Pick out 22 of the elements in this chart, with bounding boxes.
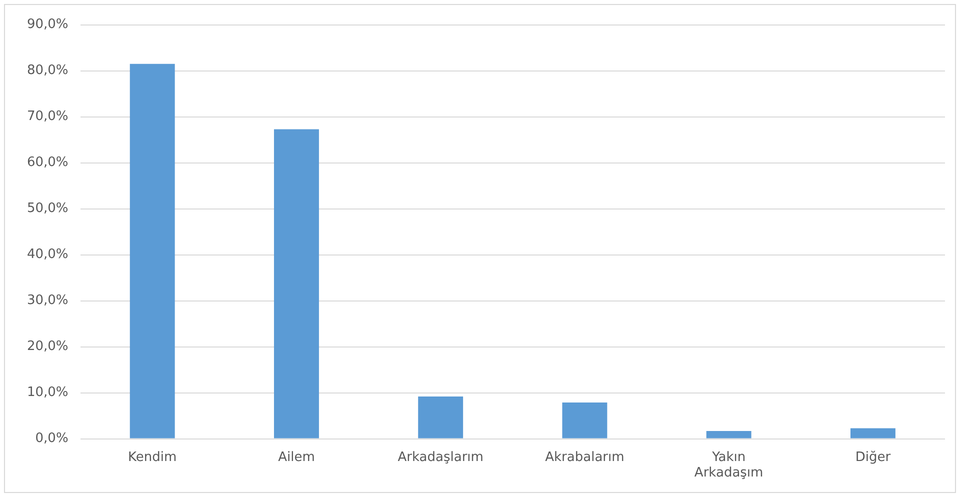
y-tick-label: 40,0%	[26, 247, 68, 262]
bar	[562, 402, 608, 438]
x-tick-label: Diğer	[855, 450, 892, 465]
y-tick-label: 90,0%	[26, 17, 68, 32]
bar	[850, 428, 896, 438]
y-tick-label: 50,0%	[26, 201, 68, 216]
x-tick-label: Yakın Arkadaşım	[694, 450, 764, 481]
bar	[274, 129, 319, 438]
x-tick-label: Akrabalarım	[545, 450, 624, 465]
y-tick-label: 20,0%	[26, 339, 68, 354]
y-tick-label: 80,0%	[26, 63, 68, 78]
y-tick-label: 10,0%	[26, 385, 68, 400]
y-tick-label: 30,0%	[26, 293, 68, 308]
y-tick-label: 60,0%	[26, 155, 68, 170]
bar	[706, 430, 752, 438]
x-tick-label: Ailem	[278, 450, 315, 465]
y-tick-label: 0,0%	[35, 431, 68, 446]
bar	[130, 64, 175, 438]
bar	[418, 396, 464, 438]
x-tick-label: Kendim	[128, 450, 177, 465]
y-tick-label: 70,0%	[26, 109, 68, 124]
x-tick-label: Arkadaşlarım	[398, 450, 484, 465]
